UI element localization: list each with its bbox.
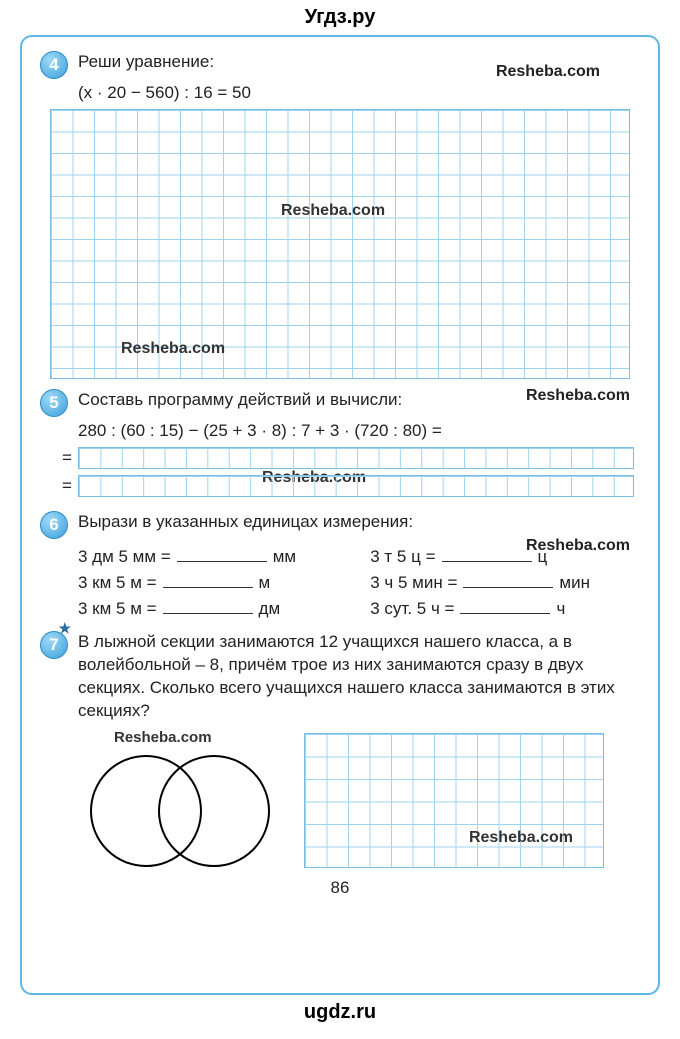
answer-blank[interactable] [177, 548, 267, 562]
watermark: Resheba.com [526, 537, 630, 555]
unit-label: м [259, 573, 271, 593]
task-4-equation: (x · 20 − 560) : 16 = 50 [78, 83, 640, 103]
venn-circle-2 [159, 756, 269, 866]
unit-lhs: 3 км 5 м = [78, 573, 157, 593]
unit-lhs: 3 т 5 ц = [370, 547, 435, 567]
task-6-rows: 3 дм 5 мм =мм 3 т 5 ц =ц 3 км 5 м =м 3 ч… [78, 547, 640, 619]
task-7-badge: 7 ★ [40, 631, 68, 659]
unit-lhs: 3 ч 5 мин = [370, 573, 457, 593]
task-5-row-2: Resheba.com = [62, 475, 640, 497]
task-5: Resheba.com 5 Составь программу действий… [40, 389, 640, 497]
equals-sign: = [62, 448, 72, 468]
task-5-grid-2[interactable] [78, 475, 634, 497]
watermark: Resheba.com [496, 63, 600, 81]
star-icon: ★ [58, 620, 71, 637]
task-4-badge: 4 [40, 51, 68, 79]
unit-row: 3 км 5 м = м 3 ч 5 мин = мин [78, 573, 640, 593]
watermark: Resheba.com [114, 729, 212, 746]
page-frame: 4 Реши уравнение: (x · 20 − 560) : 16 = … [20, 35, 660, 995]
unit-lhs: 3 сут. 5 ч = [370, 599, 454, 619]
task-5-grid-1[interactable] [78, 447, 634, 469]
answer-blank[interactable] [442, 548, 532, 562]
unit-lhs: 3 км 5 м = [78, 599, 157, 619]
site-header: Угдз.ру [0, 0, 680, 35]
task-6: 6 Вырази в указанных единицах измерения:… [40, 511, 640, 619]
watermark: Resheba.com [526, 387, 630, 405]
unit-label: дм [259, 599, 281, 619]
answer-blank[interactable] [163, 600, 253, 614]
site-footer: ugdz.ru [0, 995, 680, 1030]
answer-blank[interactable] [460, 600, 550, 614]
task-7: 7 ★ В лыжной секции занимаются 12 учащих… [40, 631, 640, 868]
task-5-row-1: = [62, 447, 640, 469]
task-7-num: 7 [49, 635, 58, 655]
equals-sign: = [62, 476, 72, 496]
unit-label: мин [559, 573, 590, 593]
unit-lhs: 3 дм 5 мм = [78, 547, 171, 567]
watermark: Resheba.com [469, 829, 573, 847]
task-5-badge: 5 [40, 389, 68, 417]
unit-row: 3 км 5 м = дм 3 сут. 5 ч = ч [78, 599, 640, 619]
answer-blank[interactable] [463, 574, 553, 588]
unit-label: мм [273, 547, 296, 567]
task-4-grid[interactable]: Resheba.com Resheba.com [50, 109, 630, 379]
task-6-badge: 6 [40, 511, 68, 539]
task-5-expression: 280 : (60 : 15) − (25 + 3 · 8) : 7 + 3 ·… [78, 421, 640, 441]
answer-blank[interactable] [163, 574, 253, 588]
page-number: 86 [40, 878, 640, 898]
task-7-text: В лыжной секции занимаются 12 учащихся н… [78, 631, 640, 723]
venn-diagram: Resheba.com [74, 733, 284, 868]
watermark: Resheba.com [281, 202, 385, 220]
task-4: 4 Реши уравнение: (x · 20 − 560) : 16 = … [40, 51, 640, 379]
task-7-grid[interactable]: Resheba.com [304, 733, 604, 868]
venn-circle-1 [91, 756, 201, 866]
task-6-title: Вырази в указанных единицах измерения: [78, 511, 640, 534]
watermark: Resheba.com [121, 340, 225, 358]
unit-label: ч [556, 599, 565, 619]
